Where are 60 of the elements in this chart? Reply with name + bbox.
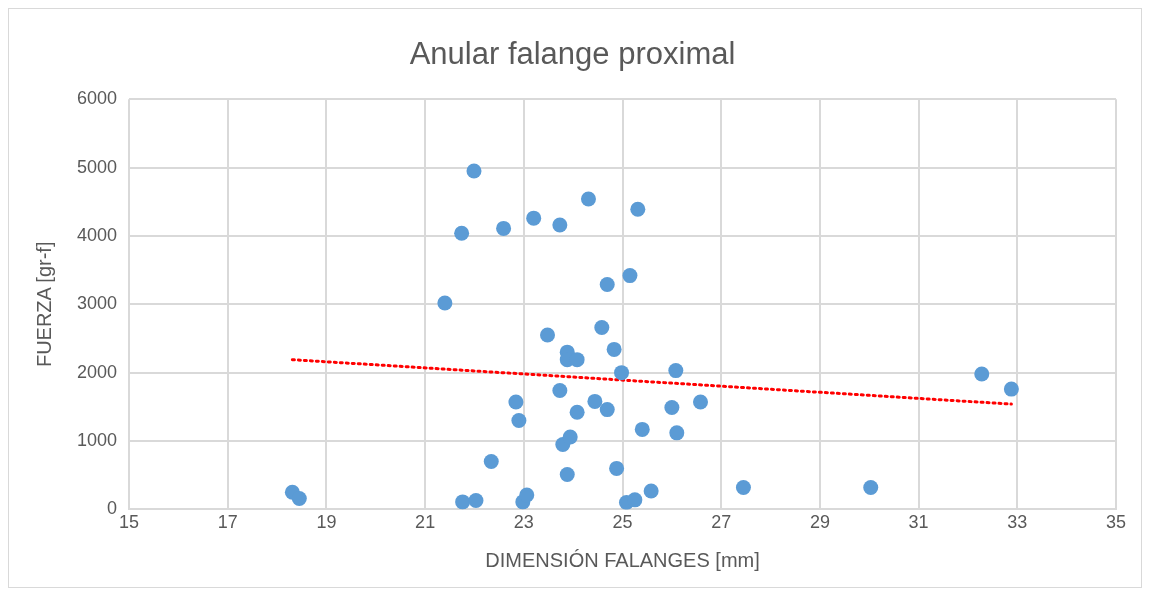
point: [599, 402, 615, 418]
chart-title: Anular falange proximal: [409, 36, 736, 72]
y-tick-label: 6000: [77, 88, 118, 109]
point: [622, 268, 638, 284]
point: [526, 210, 542, 226]
y-tick-label: 0: [107, 498, 118, 519]
point: [569, 404, 585, 420]
point: [559, 467, 575, 483]
point: [540, 327, 556, 343]
x-tick-label: 25: [612, 512, 633, 533]
x-tick-label: 21: [415, 512, 436, 533]
y-tick-label: 3000: [77, 293, 118, 314]
point: [468, 493, 484, 509]
point: [466, 163, 482, 179]
x-tick-label: 33: [1007, 512, 1028, 533]
point: [669, 425, 685, 441]
point: [496, 220, 512, 236]
point: [735, 480, 751, 496]
point: [511, 413, 527, 429]
x-tick-label: 31: [908, 512, 929, 533]
y-tick-label: 5000: [77, 156, 118, 177]
x-axis-title: DIMENSIÓN FALANGES [mm]: [485, 548, 760, 571]
y-tick-label: 2000: [77, 361, 118, 382]
point: [614, 365, 630, 381]
point: [552, 382, 568, 398]
point: [552, 217, 568, 233]
point: [634, 421, 650, 437]
y-tick-label: 4000: [77, 224, 118, 245]
point: [664, 400, 680, 416]
point: [643, 483, 659, 499]
point: [630, 201, 646, 217]
point: [599, 276, 615, 292]
x-tick-label: 17: [217, 512, 238, 533]
x-tick-label: 27: [711, 512, 732, 533]
point: [692, 394, 708, 410]
point: [594, 320, 610, 336]
y-tick-label: 1000: [77, 430, 118, 450]
point: [454, 225, 470, 241]
x-tick-label: 35: [1105, 512, 1127, 533]
point: [455, 494, 471, 510]
y-axis-title: FUERZA [gr-f]: [32, 241, 55, 368]
point: [483, 454, 499, 470]
point: [863, 480, 879, 496]
x-tick-label: 15: [119, 512, 140, 533]
point: [668, 363, 684, 379]
x-tick-label: 19: [316, 512, 337, 533]
x-tick-label: 23: [513, 512, 534, 533]
x-tick-label: 29: [809, 512, 830, 533]
point: [508, 394, 524, 410]
point: [609, 460, 625, 476]
point: [974, 366, 990, 382]
point: [627, 492, 643, 508]
point: [1003, 381, 1019, 397]
point: [291, 490, 307, 506]
point: [437, 295, 453, 311]
point: [519, 487, 535, 503]
point: [606, 341, 622, 357]
point: [587, 393, 603, 409]
point: [562, 429, 578, 445]
point: [580, 191, 596, 207]
